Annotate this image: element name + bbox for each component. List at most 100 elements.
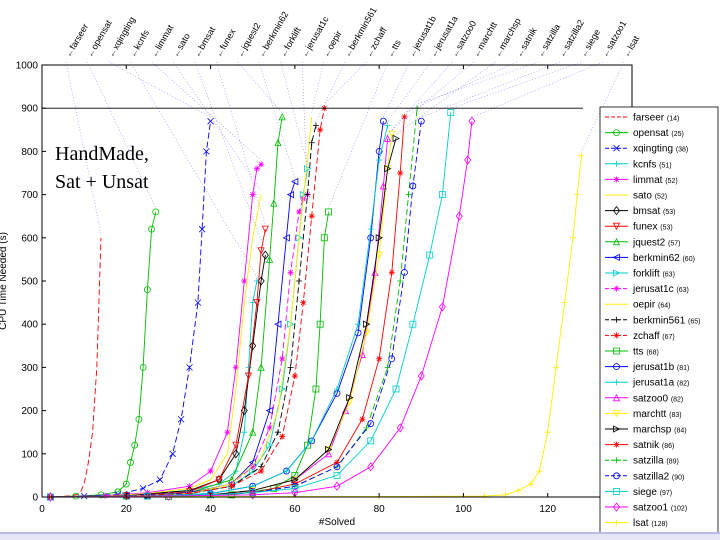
data-point <box>384 122 391 129</box>
data-point <box>346 393 354 402</box>
data-point <box>232 364 239 371</box>
data-point <box>270 199 278 207</box>
callout-leader <box>328 61 389 208</box>
callout-label: ←lsat <box>621 34 641 59</box>
x-tick-label: 60 <box>289 504 301 515</box>
data-point <box>261 225 270 234</box>
legend-entry-marchtt: marchtt (83) <box>605 409 682 420</box>
callout-leader <box>395 61 496 135</box>
data-point <box>275 429 281 436</box>
legend-marker <box>613 347 620 355</box>
data-point <box>324 449 333 458</box>
legend-label: satzilla2 (90) <box>633 471 684 482</box>
series-line-berkmin62 <box>50 181 296 498</box>
plot-lines <box>46 105 585 502</box>
data-point <box>274 320 282 328</box>
legend-label: berkmin62 (60) <box>633 253 695 264</box>
legend-label: opensat (25) <box>633 128 684 139</box>
data-point <box>249 191 256 198</box>
x-tick-label: 20 <box>121 504 133 515</box>
data-point <box>228 483 235 490</box>
legend-count: (102) <box>671 506 687 513</box>
x-tick-label: 120 <box>539 504 556 515</box>
data-point <box>296 208 303 215</box>
data-point <box>464 155 472 165</box>
data-point <box>279 433 286 440</box>
data-point <box>169 450 176 458</box>
data-point <box>379 117 387 125</box>
axes: 0204060801001201400100200300400500600700… <box>0 61 641 529</box>
callout-leader <box>173 61 262 191</box>
legend-marker <box>613 519 620 526</box>
series-sato <box>50 194 262 498</box>
data-point <box>304 441 311 449</box>
callout-leader <box>151 61 262 161</box>
legend-label: bmsat (53) <box>633 206 675 217</box>
legend-count: (84) <box>674 428 686 435</box>
callout-leader <box>387 61 432 122</box>
data-point <box>375 147 383 155</box>
legend-entry-lsat: lsat (128) <box>605 518 668 529</box>
legend-label: satnik (86) <box>633 440 674 451</box>
data-point <box>367 226 374 233</box>
data-point <box>426 251 434 259</box>
data-point <box>257 363 265 371</box>
series-berkmin62 <box>46 177 299 501</box>
series-tts <box>47 208 332 501</box>
legend-label: marchtt (83) <box>633 409 682 420</box>
data-point <box>152 208 160 216</box>
legend-marker <box>613 332 620 339</box>
data-point <box>417 371 425 381</box>
legend-entry-jquest2: jquest2 (57) <box>605 237 680 248</box>
legend-entry-satnik: satnik (86) <box>605 440 674 451</box>
callout-leader <box>416 61 539 105</box>
data-point <box>409 182 417 190</box>
legend-count: (14) <box>667 116 679 123</box>
data-point <box>481 493 488 500</box>
callout-leader <box>324 61 367 105</box>
legend-count: (60) <box>682 256 694 263</box>
data-point <box>143 286 151 294</box>
legend-entry-jerusat1c: jerusat1c (63) <box>605 284 689 295</box>
data-point <box>139 485 147 492</box>
legend-label: zchaff (67) <box>633 331 675 342</box>
legend-count: (89) <box>666 459 678 466</box>
legend-entry-zchaff: zchaff (67) <box>605 331 675 342</box>
data-point <box>333 481 341 491</box>
legend-marker <box>613 205 620 216</box>
legend-marker <box>612 393 621 402</box>
data-point <box>131 441 139 449</box>
data-point <box>198 225 206 233</box>
data-point <box>164 491 172 501</box>
data-point <box>384 165 392 173</box>
legend-marker <box>613 129 620 137</box>
series-line-farseer <box>46 237 102 498</box>
data-point <box>257 247 265 255</box>
callout-leader <box>471 61 603 118</box>
callout-leader <box>421 61 560 118</box>
x-tick-label: 80 <box>374 504 386 515</box>
legend-count: (53) <box>663 209 675 216</box>
series-line-opensat <box>50 211 157 498</box>
data-point <box>401 113 408 120</box>
legend-entry-bmsat: bmsat (53) <box>605 205 675 217</box>
legend-label: kcnfs (51) <box>633 159 672 170</box>
data-point <box>253 165 260 172</box>
data-point <box>325 445 333 454</box>
data-point <box>317 126 324 133</box>
series-opensat <box>47 208 160 501</box>
legend-label: jerusat1c (63) <box>632 284 689 295</box>
series-line-satzoo1 <box>50 121 473 498</box>
data-point <box>362 329 371 337</box>
data-point <box>578 152 585 159</box>
legend-count: (97) <box>660 490 672 497</box>
data-point <box>290 177 299 186</box>
callout-leader <box>280 61 308 165</box>
legend-count: (68) <box>646 350 658 357</box>
y-tick-label: 900 <box>21 104 38 115</box>
y-axis-label: CPU Time Needed (s) <box>0 232 9 330</box>
data-point <box>334 386 340 392</box>
callout-label: ←sato <box>170 31 192 59</box>
data-point <box>384 364 391 371</box>
data-point <box>224 429 231 436</box>
